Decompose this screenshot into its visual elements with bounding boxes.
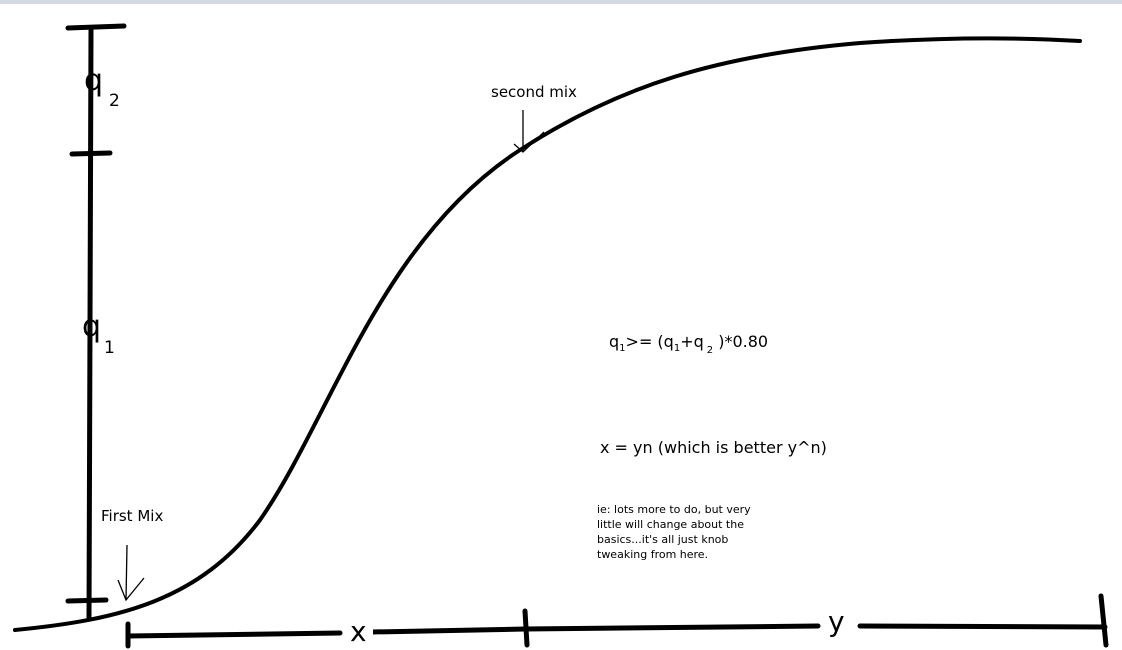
y-axis-label: y [822, 608, 851, 636]
q1-label: q [82, 309, 102, 344]
x-axis-label: x [344, 618, 373, 646]
ratio-equation-sub3: 2 [706, 345, 714, 356]
power-equation: x = yn (which is better y^n) [600, 438, 827, 457]
second-mix-annotation: second mix [491, 83, 577, 101]
ratio-equation: q1>= (q1+q 2 )*0.80 [609, 332, 769, 356]
horizontal-axis-y-left [522, 623, 821, 632]
q2-subscript: 2 [109, 91, 120, 111]
horizontal-axis-right-cap [1098, 593, 1109, 648]
first-mix-annotation: First Mix [101, 507, 164, 525]
first-mix-arrow [117, 544, 145, 602]
ratio-equation-sub1: 1 [619, 343, 626, 354]
ratio-equation-sub2: 1 [673, 343, 681, 354]
horizontal-axis-x-left [125, 630, 343, 639]
tweaking-note: ie: lots more to do, but very little wil… [597, 503, 751, 561]
s-curve [13, 36, 1082, 632]
q1-subscript: 1 [104, 338, 115, 358]
vertical-axis-q-divider-tick [69, 150, 113, 157]
vertical-axis [86, 27, 94, 621]
horizontal-axis-y-right [857, 623, 1108, 630]
q2-label: q [84, 63, 104, 98]
horizontal-axis-mid-tick [522, 608, 530, 648]
vertical-axis-top-cap [65, 23, 127, 31]
ratio-equation-tail: )*0.80 [713, 332, 769, 351]
ratio-equation-plus: +q [680, 332, 704, 351]
ratio-equation-q: q [609, 332, 620, 351]
vertical-axis-bottom-tick [65, 597, 109, 604]
ratio-equation-op: >= (q [625, 332, 674, 351]
second-mix-arrow [513, 110, 545, 153]
window-top-border [0, 0, 1122, 4]
horizontal-axis-x-right [369, 626, 528, 635]
